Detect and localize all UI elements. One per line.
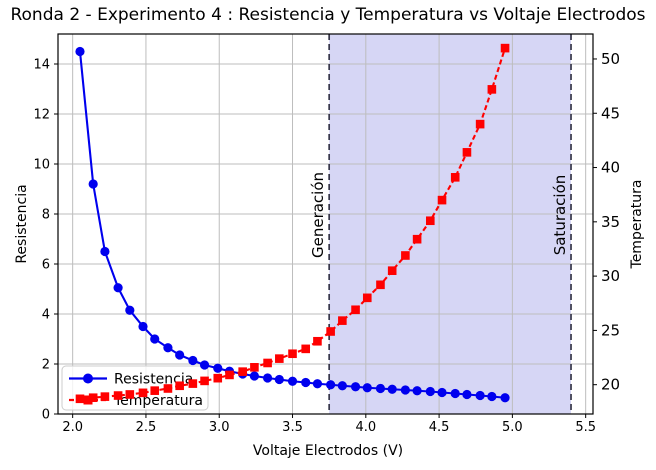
axis-ticks: 2.0 2.5 3.0 3.5 4.0 4.5 5.0 5.5 0 2 4 6 8 10 12 14 20 25 3… — [33, 50, 620, 435]
svg-text:35: 35 — [601, 213, 620, 231]
svg-text:4.0: 4.0 — [355, 420, 376, 435]
svg-text:25: 25 — [601, 321, 620, 339]
svg-text:3.5: 3.5 — [282, 420, 303, 435]
svg-text:0: 0 — [42, 408, 50, 423]
x-axis-label: Voltaje Electrodos (V) — [252, 443, 404, 459]
svg-text:30: 30 — [601, 267, 620, 285]
shaded-region-saturacion — [329, 34, 572, 414]
svg-text:4: 4 — [42, 308, 50, 323]
legend: Resistencia Temperatura — [61, 365, 209, 411]
svg-text:Generación: Generación — [309, 172, 327, 258]
y-axis-label-right: Temperatura — [629, 179, 645, 269]
svg-text:6: 6 — [42, 258, 50, 273]
svg-text:5.0: 5.0 — [502, 420, 523, 435]
svg-text:Saturación: Saturación — [551, 175, 569, 256]
series-temperatura — [75, 43, 510, 404]
svg-text:14: 14 — [33, 58, 50, 73]
svg-text:Temperatura: Temperatura — [113, 393, 203, 409]
plot-frame — [57, 33, 594, 415]
svg-text:20: 20 — [601, 376, 620, 394]
svg-text:2: 2 — [42, 358, 50, 373]
chart-title: Ronda 2 - Experimento 4 : Resistencia y … — [10, 5, 646, 25]
svg-text:8: 8 — [42, 208, 50, 223]
svg-text:12: 12 — [33, 108, 50, 123]
svg-text:40: 40 — [601, 159, 620, 177]
series-resistencia — [75, 46, 510, 403]
svg-text:3.0: 3.0 — [209, 420, 230, 435]
svg-text:2.5: 2.5 — [136, 420, 157, 435]
svg-text:50: 50 — [601, 50, 620, 68]
svg-text:10: 10 — [33, 158, 50, 173]
svg-text:5.5: 5.5 — [575, 420, 596, 435]
svg-text:2.0: 2.0 — [62, 420, 83, 435]
svg-text:45: 45 — [601, 104, 620, 122]
y-axis-label-left: Resistencia — [14, 184, 30, 264]
svg-text:Resistencia: Resistencia — [114, 372, 193, 388]
annotation-generacion: Generación — [309, 34, 331, 414]
annotation-saturacion: Saturación — [551, 34, 572, 414]
svg-text:4.5: 4.5 — [429, 420, 450, 435]
